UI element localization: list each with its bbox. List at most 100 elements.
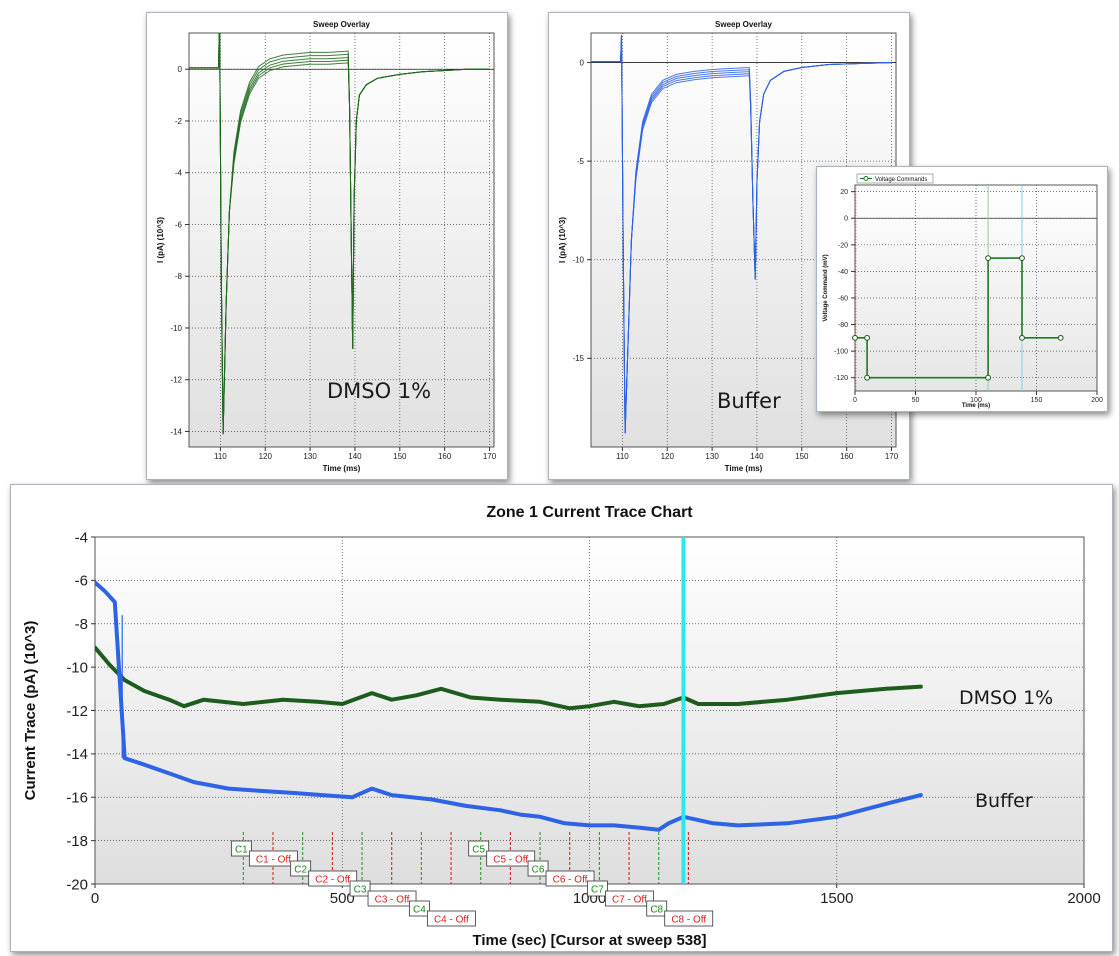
legend-box — [856, 173, 934, 184]
tick-label-y: -12 — [170, 376, 182, 385]
voltage-point — [1019, 255, 1025, 261]
sweep-line — [591, 34, 892, 434]
event-off-label-box — [604, 890, 654, 907]
voltage-protocol-panel: 0 50 100 150 200 20 0 -20 -40 -60 -80 -100 -120 Time … — [816, 166, 1108, 412]
event-off-label: C5 - Off — [493, 855, 528, 866]
tick-label-y: -6 — [175, 220, 183, 229]
tick-label-x: 140 — [750, 452, 764, 461]
tick-label-x: 1500 — [820, 890, 853, 907]
tick-label-y: -8 — [75, 616, 88, 633]
legend-label: Voltage Commands — [875, 177, 927, 183]
voltage-point — [864, 334, 870, 341]
dmso-sweep-chart: 110 120 130 140 150 160 170 0 -2 -4 -6 -8 -10 -12 -14 S… — [156, 20, 497, 473]
tick-label-y: -14 — [170, 427, 182, 436]
tick-label-y: -40 — [838, 269, 848, 276]
zone-label-buffer: Buffer — [975, 790, 1033, 812]
voltage-point — [852, 334, 858, 341]
tick-label-y: -4 — [75, 529, 88, 546]
tick-label-y: -80 — [838, 322, 848, 329]
tick-label-y: 0 — [580, 58, 585, 67]
sweep-traces — [189, 33, 494, 435]
tick-label-x: 150 — [393, 452, 407, 461]
event-off-label-box — [426, 910, 476, 927]
chart-title: Sweep Overlay — [313, 20, 370, 29]
tick-label-y: -20 — [838, 242, 848, 249]
x-axis-label: Time (ms) — [323, 464, 361, 473]
tick-label-x: 160 — [840, 452, 854, 461]
tick-label-y: -8 — [175, 272, 183, 281]
tick-label-y: 0 — [178, 65, 183, 74]
tick-label-x: 100 — [970, 397, 982, 404]
event-on-label: C1 — [235, 845, 248, 856]
tick-label-y: -18 — [66, 833, 88, 850]
tick-label-y: -120 — [834, 375, 848, 382]
event-on-label-box — [230, 840, 252, 857]
voltage-point — [864, 374, 870, 381]
event-on-label-box — [586, 880, 608, 897]
tick-label-x: 500 — [330, 890, 355, 907]
event-off-label: C8 - Off — [671, 915, 706, 926]
tick-label-x: 170 — [885, 452, 899, 461]
tick-label-y: 0 — [844, 216, 848, 223]
voltage-line — [855, 257, 1061, 379]
event-off-label-box — [664, 910, 714, 927]
tick-label-y: -4 — [175, 169, 183, 178]
voltage-point — [985, 374, 992, 381]
zone-label-dmso: DMSO 1% — [959, 687, 1054, 709]
tick-label-y: -10 — [572, 256, 584, 265]
tick-label-x: 0 — [853, 397, 857, 404]
chart-title: Zone 1 Current Trace Chart — [486, 504, 693, 521]
tick-label-y: -20 — [66, 876, 88, 893]
x-axis-label: Time (sec) [Cursor at sweep 538] — [473, 932, 707, 949]
tick-label-x: 120 — [259, 452, 273, 461]
event-off-label: C1 - Off — [256, 855, 291, 866]
zone-trace-panel: 0 500 1000 1500 2000 -4 -6 -8 -10 -12 -14 -16 -18 -20… — [10, 484, 1113, 952]
event-off-label: C4 - Off — [434, 915, 469, 926]
zone-trace-chart: 0 500 1000 1500 2000-4-6-8-10-12-14-16-18-20… — [22, 504, 1101, 949]
dmso-sweep-panel: 110 120 130 140 150 160 170 0 -2 -4 -6 -8 -10 -12 -14 S… — [146, 12, 508, 480]
event-on-label-box — [290, 860, 312, 877]
plot-area — [188, 32, 495, 448]
tick-label-x: 120 — [661, 452, 675, 461]
tick-label-y: -10 — [66, 659, 88, 676]
tick-label-x: 140 — [348, 452, 362, 461]
event-on-label: C6 — [532, 865, 545, 876]
event-on-label: C4 — [413, 905, 426, 916]
event-on-label: C5 — [472, 845, 485, 856]
tick-label-y: -60 — [838, 295, 848, 302]
dmso-trace — [95, 645, 923, 711]
sweep-line — [189, 33, 490, 435]
tick-label-x: 170 — [483, 452, 497, 461]
tick-label-y: -10 — [170, 324, 182, 333]
event-on-label-box — [646, 900, 668, 917]
tick-label-x: 160 — [438, 452, 452, 461]
tick-label-x: 130 — [303, 452, 317, 461]
tick-label-x: 130 — [705, 452, 719, 461]
y-axis-label: I (pA) (10^3) — [156, 217, 165, 263]
tick-label-x: 150 — [795, 452, 809, 461]
buffer-trace — [95, 580, 923, 832]
event-off-label: C7 - Off — [612, 895, 647, 906]
event-off-label-box — [308, 870, 358, 887]
tick-label-x: 200 — [1091, 397, 1103, 404]
voltage-point — [985, 255, 992, 261]
tick-label-x: 0 — [91, 890, 99, 907]
event-on-label-box — [527, 860, 549, 877]
tick-label-x: 110 — [616, 452, 629, 461]
tick-label-x: 50 — [912, 397, 920, 404]
tick-label-y: -2 — [175, 117, 183, 126]
y-axis-label: I (pA) (10^3) — [558, 217, 567, 263]
voltage-protocol-chart: 0 50 100 150 200200-20-40-60-80-100-120Time … — [823, 173, 1103, 409]
event-off-label-box — [248, 850, 298, 867]
event-on-label-box — [468, 840, 490, 857]
buffer-annotation: Buffer — [717, 389, 781, 413]
event-on-label: C2 — [294, 865, 307, 876]
event-on-label-box — [349, 880, 371, 897]
tick-label-y: -12 — [66, 703, 88, 720]
y-axis-label: Voltage Command (mV) — [823, 254, 829, 321]
event-off-label: C2 - Off — [315, 875, 350, 886]
tick-label-y: 20 — [840, 189, 848, 196]
event-on-label-box — [408, 900, 430, 917]
tick-label-x: 110 — [214, 452, 227, 461]
